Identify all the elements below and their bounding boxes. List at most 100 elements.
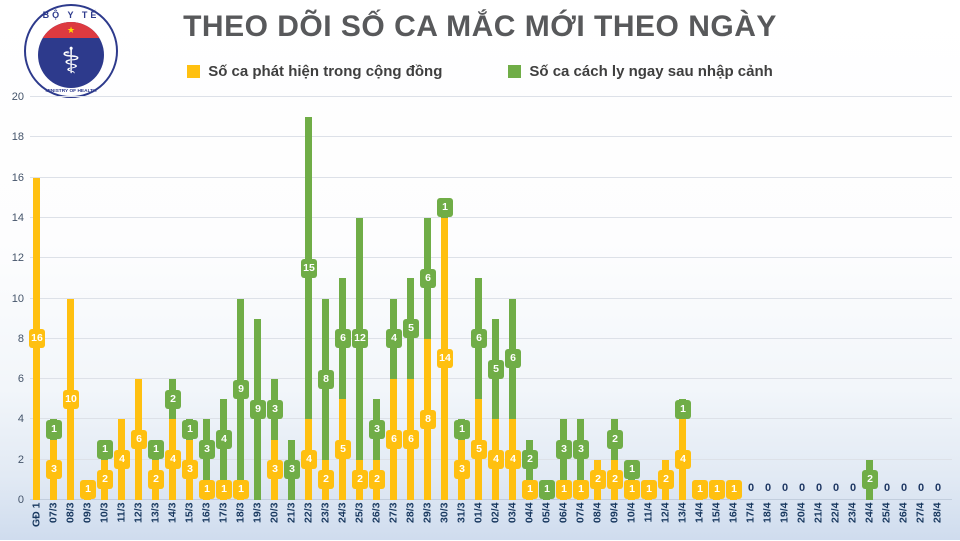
x-axis-category-label: 21/3	[285, 502, 298, 523]
bar-value-label-community: 1	[641, 480, 657, 500]
legend-label-community: Số ca phát hiện trong cộng đồng	[208, 63, 443, 80]
x-axis-category-label: 09/3	[81, 502, 94, 523]
bar-value-label-community: 2	[658, 470, 674, 490]
y-axis-tick-label: 18	[11, 131, 24, 144]
x-axis-category-label: 07/3	[47, 502, 60, 523]
bar-value-label-imported: 3	[556, 440, 572, 460]
y-axis-tick-label: 10	[11, 292, 24, 305]
bar-value-label-imported: 6	[335, 329, 351, 349]
x-axis-category-label: 12/4	[659, 502, 672, 523]
bar-value-label-imported: 5	[488, 359, 504, 379]
x-axis-category-label: 28/4	[931, 502, 944, 523]
bar-value-label-community: 3	[267, 460, 283, 480]
x-axis-category-label: 10/4	[625, 502, 638, 523]
bar-value-label-community: 1	[624, 480, 640, 500]
chart-title: THEO DÕI SỐ CA MẮC MỚI THEO NGÀY	[183, 10, 777, 43]
bar-value-label-community: 4	[488, 450, 504, 470]
bar-value-label-imported: 9	[233, 379, 249, 399]
bar-value-label-community: 5	[471, 440, 487, 460]
x-axis-category-label: 22/3	[302, 502, 315, 523]
gridline	[30, 96, 952, 97]
bar-value-label-imported: 8	[318, 369, 334, 389]
legend-item-community: Số ca phát hiện trong cộng đồng	[187, 63, 442, 80]
gridline	[30, 378, 952, 380]
bar-value-label-community: 2	[607, 470, 623, 490]
gridline	[30, 136, 952, 138]
x-axis-category-label: 10/3	[98, 502, 111, 523]
bar-value-label-imported: 1	[539, 480, 555, 500]
x-axis-category-label: 31/3	[455, 502, 468, 523]
gridline	[30, 337, 952, 339]
gridline	[30, 176, 952, 178]
x-axis-category-label: 21/4	[812, 502, 825, 523]
y-axis-tick-label: 4	[17, 413, 24, 426]
y-axis-tick-label: 12	[11, 252, 24, 265]
y-axis-tick-label: 14	[11, 211, 24, 224]
bar-value-label-imported: 3	[369, 419, 385, 439]
bar-value-label-community: 14	[437, 349, 453, 369]
y-axis-tick-label: 20	[11, 91, 24, 103]
x-axis-category-label: 17/4	[744, 502, 757, 523]
x-axis-label-band: GĐ 1 07/3 08/3 09/3 10/3 11/3 12/3 13/3 14/3 15/3…	[30, 501, 952, 540]
y-axis-tick-label: 8	[17, 332, 24, 345]
bar-value-label-imported: 1	[437, 198, 453, 218]
bar-value-label-community: 1	[80, 480, 96, 500]
bar-value-label-imported: 1	[454, 419, 470, 439]
bar-value-label-community: 4	[505, 450, 521, 470]
bar-value-label-imported: 2	[607, 430, 623, 450]
bar-value-label-imported: 2	[165, 389, 181, 409]
x-axis-category-label: 08/4	[591, 502, 604, 523]
bar-value-label-community: 1	[573, 480, 589, 500]
x-axis-category-label: 05/4	[540, 502, 553, 523]
medicine-staff-icon: ⚕	[61, 40, 81, 81]
bar-value-label-imported: 4	[216, 430, 232, 450]
x-axis-category-label: 07/4	[574, 502, 587, 523]
bar-value-label-community: 3	[46, 460, 62, 480]
bar-value-label-community: 2	[352, 470, 368, 490]
x-axis-category-label: 08/3	[64, 502, 77, 523]
zero-value-label: 0	[917, 482, 925, 494]
x-axis-category-label: 06/4	[557, 502, 570, 523]
bar-value-label-community: 16	[29, 329, 45, 349]
bar-value-label-imported: 6	[420, 268, 436, 288]
zero-value-label: 0	[883, 482, 891, 494]
star-icon: ★	[66, 25, 76, 35]
gridline	[30, 418, 952, 420]
bar-value-label-community: 4	[114, 450, 130, 470]
gridline	[30, 257, 952, 259]
bar-value-label-imported: 3	[573, 440, 589, 460]
y-axis-tick-label: 16	[11, 171, 24, 184]
legend: Số ca phát hiện trong cộng đồng Số ca cá…	[0, 63, 960, 80]
x-axis-category-label: 29/3	[421, 502, 434, 523]
bar-value-label-community: 5	[335, 440, 351, 460]
x-axis-category-label: 28/3	[404, 502, 417, 523]
x-axis-category-label: 14/4	[693, 502, 706, 523]
chart-plot-area: 0 2 4 6 8 10 12 14 16 18 20 16 3 1 10 1 2 1 4 6 2 1 4 2 3 1 1 3 1 4 1 9…	[12, 91, 952, 506]
bar-value-label-imported: 1	[624, 460, 640, 480]
x-axis-category-label: 15/4	[710, 502, 723, 523]
bar-value-label-community: 1	[216, 480, 232, 500]
x-axis-category-label: 18/4	[761, 502, 774, 523]
y-axis-tick-label: 0	[17, 494, 24, 506]
zero-value-label: 0	[747, 482, 755, 494]
bar-value-label-imported: 3	[267, 399, 283, 419]
x-axis-category-label: 22/4	[829, 502, 842, 523]
bar-value-label-community: 4	[165, 450, 181, 470]
bar-value-label-imported: 1	[97, 440, 113, 460]
x-axis-category-label: 14/3	[166, 502, 179, 523]
bar-value-label-community: 1	[726, 480, 742, 500]
x-axis-category-label: 25/3	[353, 502, 366, 523]
zero-value-label: 0	[849, 482, 857, 494]
x-axis-category-label: 25/4	[880, 502, 893, 523]
zero-value-label: 0	[781, 482, 789, 494]
x-axis-category-label: 17/3	[217, 502, 230, 523]
x-axis-line	[30, 499, 952, 500]
x-axis-category-label: 09/4	[608, 502, 621, 523]
x-axis-category-label: 24/4	[863, 502, 876, 523]
bar-value-label-imported: 6	[471, 329, 487, 349]
legend-swatch-imported	[508, 65, 522, 78]
logo-top-text: BỘ Y TẾ	[42, 10, 100, 20]
x-axis-category-label: 26/4	[897, 502, 910, 523]
bar-value-label-community: 1	[692, 480, 708, 500]
x-axis-category-label: 23/3	[319, 502, 332, 523]
